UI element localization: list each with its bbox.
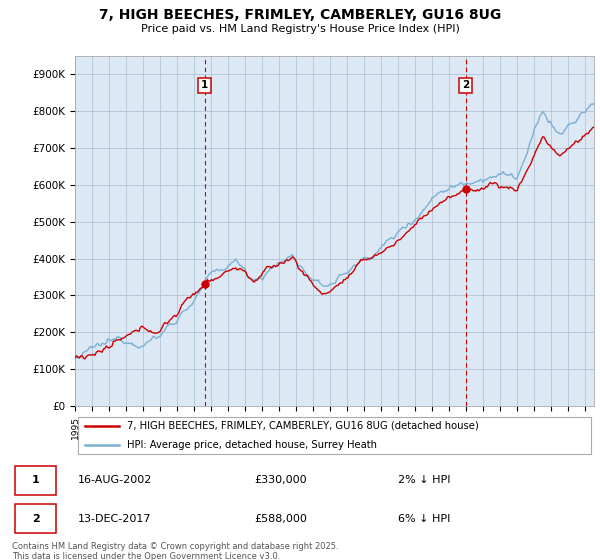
FancyBboxPatch shape bbox=[15, 505, 56, 533]
FancyBboxPatch shape bbox=[15, 466, 56, 494]
Text: 13-DEC-2017: 13-DEC-2017 bbox=[78, 514, 152, 524]
Text: £330,000: £330,000 bbox=[254, 475, 307, 485]
Text: 16-AUG-2002: 16-AUG-2002 bbox=[78, 475, 152, 485]
Text: Price paid vs. HM Land Registry's House Price Index (HPI): Price paid vs. HM Land Registry's House … bbox=[140, 24, 460, 34]
Text: 7, HIGH BEECHES, FRIMLEY, CAMBERLEY, GU16 8UG: 7, HIGH BEECHES, FRIMLEY, CAMBERLEY, GU1… bbox=[99, 8, 501, 22]
Text: 2: 2 bbox=[32, 514, 40, 524]
Text: 7, HIGH BEECHES, FRIMLEY, CAMBERLEY, GU16 8UG (detached house): 7, HIGH BEECHES, FRIMLEY, CAMBERLEY, GU1… bbox=[127, 421, 479, 431]
FancyBboxPatch shape bbox=[77, 417, 592, 454]
Text: HPI: Average price, detached house, Surrey Heath: HPI: Average price, detached house, Surr… bbox=[127, 440, 377, 450]
Text: 1: 1 bbox=[201, 81, 208, 91]
Text: 1: 1 bbox=[32, 475, 40, 485]
Text: 2: 2 bbox=[462, 81, 469, 91]
Text: 6% ↓ HPI: 6% ↓ HPI bbox=[398, 514, 450, 524]
Text: Contains HM Land Registry data © Crown copyright and database right 2025.
This d: Contains HM Land Registry data © Crown c… bbox=[12, 542, 338, 560]
Text: £588,000: £588,000 bbox=[254, 514, 307, 524]
Text: 2% ↓ HPI: 2% ↓ HPI bbox=[398, 475, 451, 485]
